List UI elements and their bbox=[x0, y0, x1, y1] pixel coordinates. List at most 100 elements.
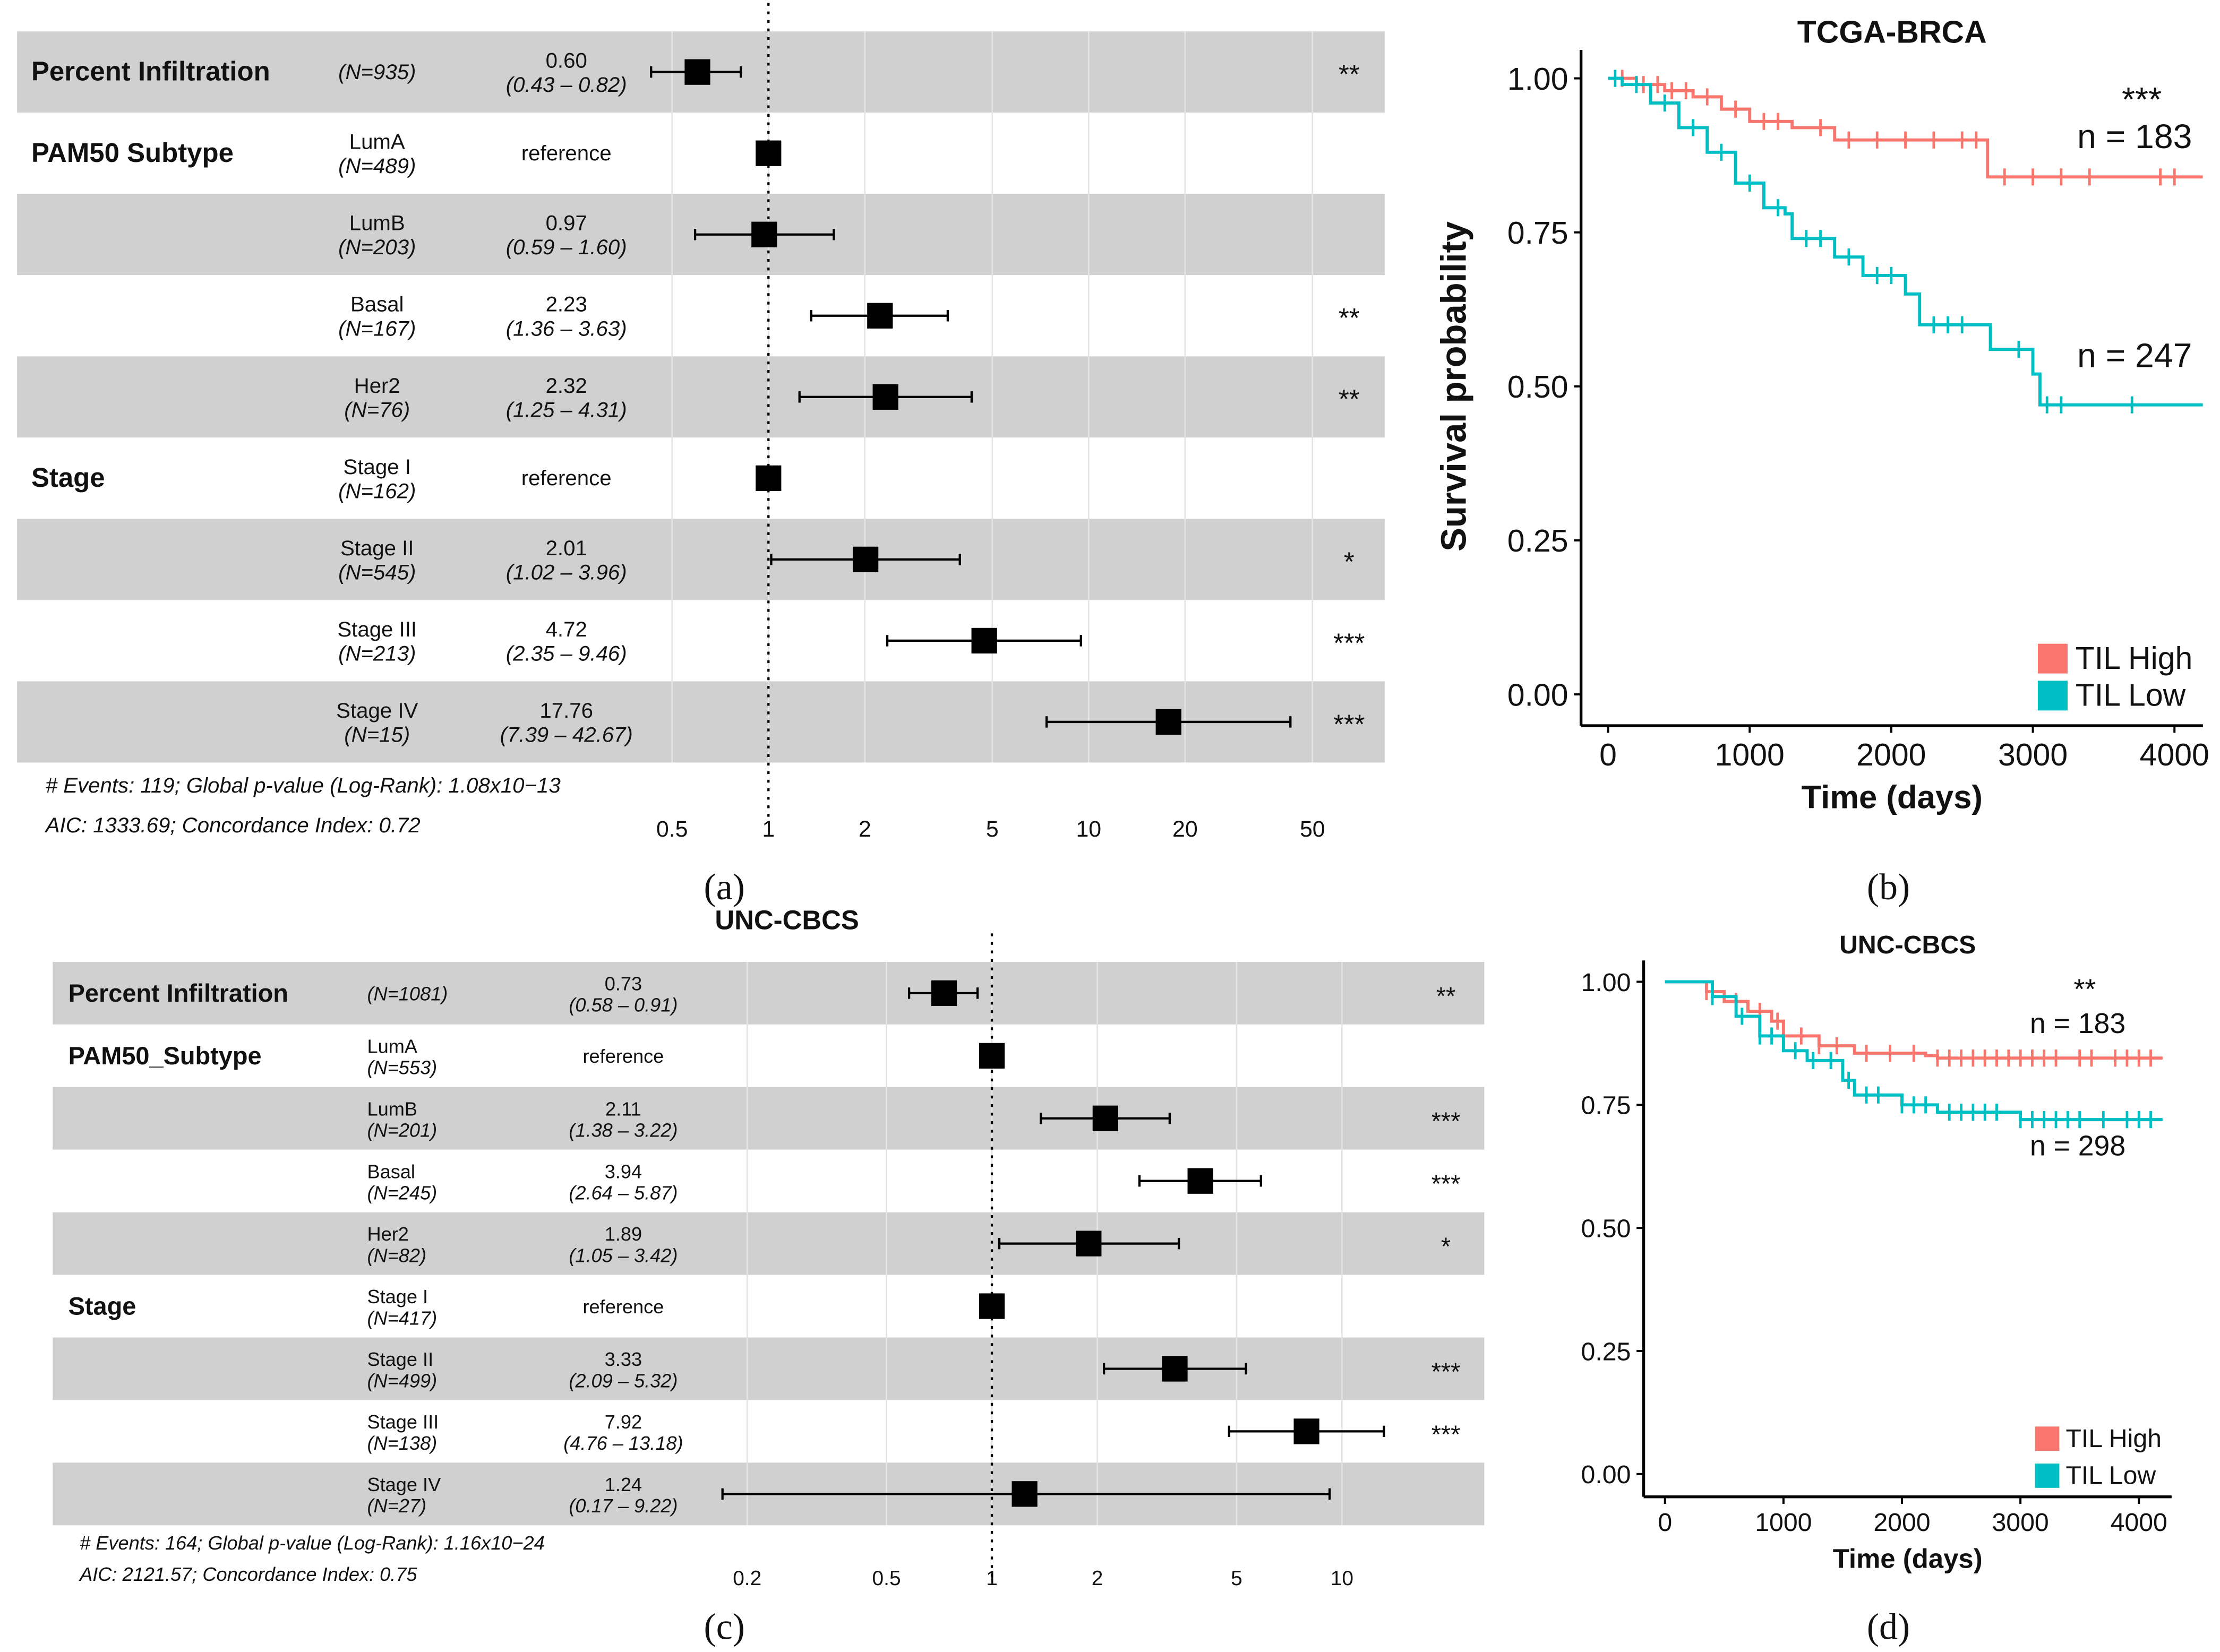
row-background bbox=[53, 961, 1485, 1025]
row-background bbox=[17, 519, 1385, 600]
hazard-ratio-marker bbox=[756, 140, 782, 166]
row-subgroup-label: Stage II bbox=[367, 1348, 433, 1370]
x-tick-label: 4000 bbox=[2111, 1508, 2167, 1537]
hazard-ratio-marker bbox=[1162, 1356, 1188, 1382]
y-tick-label: 1.00 bbox=[1581, 968, 1631, 997]
significance-annotation: ** bbox=[2074, 974, 2096, 1005]
row-subgroup-label: LumA bbox=[349, 130, 405, 154]
survival-curve-low bbox=[1608, 76, 2203, 407]
row-subgroup-label: Stage III bbox=[367, 1411, 439, 1433]
forest-plot-tcga: 0.5 1 2 5 10 20 50 Percent Infiltration (N=935) 0… bbox=[17, 3, 1385, 842]
hazard-ratio-marker bbox=[852, 546, 879, 572]
row-hazard-ratio: 7.92 bbox=[605, 1411, 642, 1433]
x-tick-label: 3000 bbox=[1992, 1508, 2048, 1537]
row-subgroup-label: Basal bbox=[367, 1160, 415, 1182]
row-n: (N=545) bbox=[338, 560, 416, 584]
row-hazard-ratio: 1.24 bbox=[605, 1474, 642, 1495]
row-significance: *** bbox=[1432, 1107, 1461, 1135]
hazard-ratio-marker bbox=[1076, 1231, 1102, 1257]
row-subgroup-label: Stage III bbox=[337, 617, 417, 641]
row-confidence-interval: (1.05 – 3.42) bbox=[569, 1244, 678, 1266]
km-title: TCGA-BRCA bbox=[1797, 15, 1987, 50]
row-hazard-ratio: reference bbox=[582, 1296, 664, 1318]
row-hazard-ratio: 3.33 bbox=[605, 1348, 642, 1370]
row-confidence-interval: (1.36 – 3.63) bbox=[506, 316, 627, 340]
hazard-ratio-marker bbox=[1187, 1168, 1213, 1194]
hazard-ratio-marker bbox=[1012, 1481, 1038, 1507]
row-significance: *** bbox=[1432, 1358, 1461, 1386]
y-tick-label: 0.50 bbox=[1507, 370, 1568, 405]
row-n: (N=27) bbox=[367, 1495, 426, 1517]
hazard-ratio-marker bbox=[751, 221, 777, 247]
sample-size-annotation: n = 298 bbox=[2030, 1130, 2125, 1161]
row-group-label: Stage bbox=[31, 462, 105, 493]
row-subgroup-label: Her2 bbox=[354, 374, 400, 398]
hazard-ratio-marker bbox=[931, 980, 957, 1006]
x-tick-label: 3000 bbox=[1998, 738, 2068, 772]
row-confidence-interval: (2.09 – 5.32) bbox=[569, 1370, 678, 1391]
hazard-ratio-marker bbox=[684, 59, 710, 85]
row-n: (N=499) bbox=[367, 1370, 437, 1391]
km-title: UNC-CBCS bbox=[1839, 931, 1976, 959]
row-hazard-ratio: 4.72 bbox=[546, 617, 587, 641]
row-subgroup-label: Stage I bbox=[367, 1286, 428, 1307]
hazard-ratio-marker bbox=[979, 1293, 1005, 1319]
row-n: (N=213) bbox=[338, 641, 416, 665]
row-subgroup-label: LumB bbox=[367, 1098, 417, 1120]
sample-size-annotation: n = 247 bbox=[2077, 337, 2192, 375]
x-tick-label: 2 bbox=[1092, 1567, 1103, 1590]
row-n: (N=203) bbox=[338, 235, 416, 259]
row-background bbox=[53, 1275, 1485, 1338]
survival-curve-high bbox=[1608, 76, 2203, 179]
row-confidence-interval: (0.43 – 0.82) bbox=[506, 73, 627, 97]
model-summary-text: # Events: 119; Global p-value (Log-Rank)… bbox=[46, 773, 561, 797]
hazard-ratio-marker bbox=[867, 303, 893, 329]
hazard-ratio-marker bbox=[1155, 709, 1181, 735]
y-tick-label: 0.75 bbox=[1581, 1091, 1631, 1120]
legend-label: TIL Low bbox=[2065, 1461, 2156, 1490]
row-significance: *** bbox=[1432, 1421, 1461, 1448]
legend-swatch bbox=[2035, 1426, 2060, 1451]
row-n: (N=553) bbox=[367, 1057, 437, 1079]
row-n: (N=245) bbox=[367, 1182, 437, 1204]
row-significance: ** bbox=[1436, 982, 1456, 1010]
hazard-ratio-marker bbox=[1293, 1418, 1319, 1444]
forest-plot-unc: 0.2 0.5 1 2 5 10 UNC-CBCS Percent Infiltration (… bbox=[53, 905, 1485, 1590]
x-tick-label: 0 bbox=[1599, 738, 1617, 772]
x-tick-label: 2000 bbox=[1873, 1508, 1930, 1537]
row-subgroup-label: LumA bbox=[367, 1035, 417, 1057]
y-tick-label: 0.00 bbox=[1507, 678, 1568, 712]
legend-swatch bbox=[2037, 643, 2068, 674]
x-tick-label: 1 bbox=[762, 816, 775, 842]
row-confidence-interval: (2.64 – 5.87) bbox=[569, 1182, 678, 1204]
row-n: (N=15) bbox=[344, 722, 410, 746]
x-tick-label: 0.5 bbox=[656, 816, 688, 842]
row-hazard-ratio: 0.73 bbox=[605, 973, 642, 995]
row-n: (N=1081) bbox=[367, 983, 448, 1004]
panel-label-c: (c) bbox=[704, 1607, 745, 1648]
row-significance: ** bbox=[1339, 59, 1360, 89]
row-confidence-interval: (1.02 – 3.96) bbox=[506, 560, 627, 584]
legend-label: TIL Low bbox=[2076, 678, 2186, 713]
row-n: (N=82) bbox=[367, 1244, 426, 1266]
x-tick-label: 0.5 bbox=[872, 1567, 901, 1590]
row-confidence-interval: (0.17 – 9.22) bbox=[569, 1495, 678, 1517]
row-confidence-interval: (1.25 – 4.31) bbox=[506, 398, 627, 421]
row-significance: ** bbox=[1339, 303, 1360, 333]
row-confidence-interval: (0.58 – 0.91) bbox=[569, 994, 678, 1016]
x-tick-label: 0 bbox=[1658, 1508, 1672, 1537]
row-n: (N=167) bbox=[338, 316, 416, 340]
row-subgroup-label: Stage I bbox=[344, 455, 411, 479]
hazard-ratio-marker bbox=[872, 384, 898, 410]
row-confidence-interval: (2.35 – 9.46) bbox=[506, 641, 627, 665]
y-tick-label: 0.00 bbox=[1581, 1460, 1631, 1489]
row-background bbox=[53, 1337, 1485, 1400]
row-hazard-ratio: 2.11 bbox=[605, 1098, 641, 1120]
row-subgroup-label: Basal bbox=[350, 292, 404, 316]
row-n: (N=489) bbox=[338, 154, 416, 178]
y-axis-label: Survival probability bbox=[1434, 221, 1474, 552]
row-hazard-ratio: 1.89 bbox=[605, 1223, 642, 1245]
panel-label-a: (a) bbox=[704, 867, 745, 908]
panel-label-b: (b) bbox=[1867, 867, 1910, 908]
x-axis-label: Time (days) bbox=[1802, 779, 1983, 815]
